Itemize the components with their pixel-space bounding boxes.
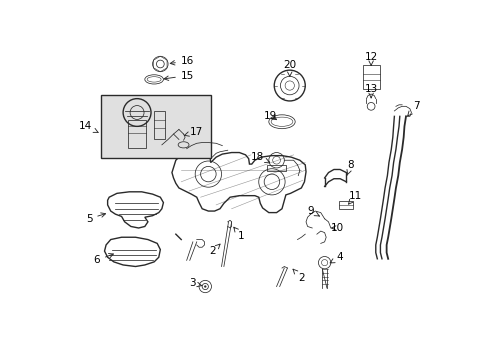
Bar [338,201,352,209]
Text: 11: 11 [348,191,362,204]
Bar [127,120,146,148]
FancyBboxPatch shape [101,95,210,158]
Text: 2: 2 [209,244,220,256]
Text: 20: 20 [283,60,296,76]
Text: 15: 15 [164,71,194,81]
Text: 19: 19 [263,111,276,121]
Bar [363,65,380,89]
Text: 2: 2 [292,269,304,283]
Circle shape [203,285,206,288]
Text: 9: 9 [307,206,319,216]
Text: 18: 18 [250,152,269,163]
Text: 4: 4 [329,252,343,263]
Text: 12: 12 [364,52,377,66]
Text: 3: 3 [189,278,202,288]
Text: 1: 1 [233,227,244,241]
Text: 6: 6 [93,253,113,265]
Text: 17: 17 [184,127,203,137]
Text: 16: 16 [170,56,194,66]
Text: 7: 7 [407,101,419,116]
Text: 10: 10 [330,223,343,233]
Bar [267,165,285,171]
Bar [154,111,164,139]
Text: 8: 8 [346,160,354,175]
Text: 5: 5 [85,213,105,224]
Text: 14: 14 [79,121,98,132]
Text: 13: 13 [364,84,377,98]
